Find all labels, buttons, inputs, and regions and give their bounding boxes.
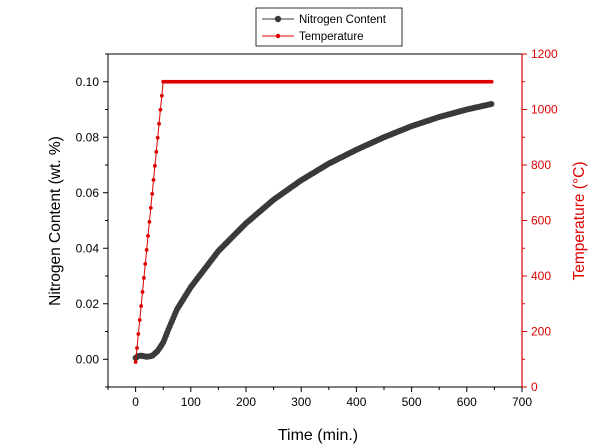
temperature-point-13	[151, 177, 156, 182]
temperature-point-15	[154, 149, 159, 154]
x-tick-label-600: 600	[457, 395, 477, 409]
temperature-point-0	[133, 360, 138, 364]
y-axis-right-title: Temperature (°C)	[571, 161, 588, 280]
y-left-tick-label-5: 0.10	[76, 75, 100, 89]
temperature-point-7	[143, 262, 148, 266]
temperature-point-17	[157, 121, 161, 126]
y-right-tick-label-400: 400	[531, 269, 551, 283]
legend-box	[255, 7, 403, 47]
x-tick-label-0: 0	[132, 395, 139, 409]
temperature-point-9	[146, 234, 150, 238]
legend-temperature-label: Temperature	[299, 31, 364, 43]
temperature-point-4	[139, 304, 144, 308]
x-tick-label-100: 100	[181, 395, 201, 409]
temperature-point-5	[140, 290, 145, 294]
temperature-point-258	[489, 79, 494, 84]
nitrogen-series-line	[135, 103, 492, 359]
y-left-tick-label-3: 0.06	[76, 186, 100, 200]
y-left-tick-label-2: 0.04	[76, 241, 100, 255]
temperature-point-8	[144, 248, 149, 252]
temperature-point-2	[136, 332, 141, 336]
temperature-series-line	[135, 81, 492, 363]
legend-nitrogen-label: Nitrogen Content	[299, 14, 387, 26]
temperature-point-19	[159, 93, 164, 98]
temperature-point-18	[158, 107, 163, 112]
y-right-tick-label-1200: 1200	[531, 47, 558, 61]
legend-temperature-marker	[275, 33, 281, 39]
temperature-point-12	[150, 191, 155, 196]
y-left-tick-label-0: 0.00	[76, 352, 100, 366]
y-right-tick-label-1000: 1000	[531, 103, 558, 117]
temperature-point-3	[137, 318, 142, 322]
y-left-tick-label-4: 0.08	[76, 130, 100, 144]
temperature-point-1	[135, 346, 139, 350]
x-tick-label-400: 400	[346, 395, 366, 409]
temperature-point-10	[147, 219, 152, 224]
y-left-tick-label-1: 0.02	[76, 297, 100, 311]
data-layer	[132, 79, 495, 364]
legend-nitrogen-marker	[274, 15, 282, 23]
y-right-tick-label-600: 600	[531, 214, 551, 228]
temperature-point-11	[148, 205, 153, 210]
legend: Nitrogen Content Temperature	[255, 7, 403, 47]
y-axis-left-title: Nitrogen Content (wt. %)	[47, 136, 64, 306]
y-right-tick-label-800: 800	[531, 158, 551, 172]
nitrogen-point-293	[488, 100, 495, 107]
temperature-point-14	[153, 163, 157, 168]
axes-layer: 0 100 200 300 400 500 600 700 0.00 0.02 0.04 0.06 0.…	[76, 47, 558, 409]
x-tick-label-300: 300	[291, 395, 311, 409]
y-right-tick-label-200: 200	[531, 325, 551, 339]
x-tick-label-500: 500	[402, 395, 422, 409]
temperature-point-6	[141, 276, 146, 280]
x-tick-label-200: 200	[236, 395, 256, 409]
x-tick-label-700: 700	[512, 395, 532, 409]
temperature-point-16	[155, 135, 160, 140]
x-axis-title: Time (min.)	[278, 427, 358, 444]
y-right-tick-label-0: 0	[531, 380, 538, 394]
